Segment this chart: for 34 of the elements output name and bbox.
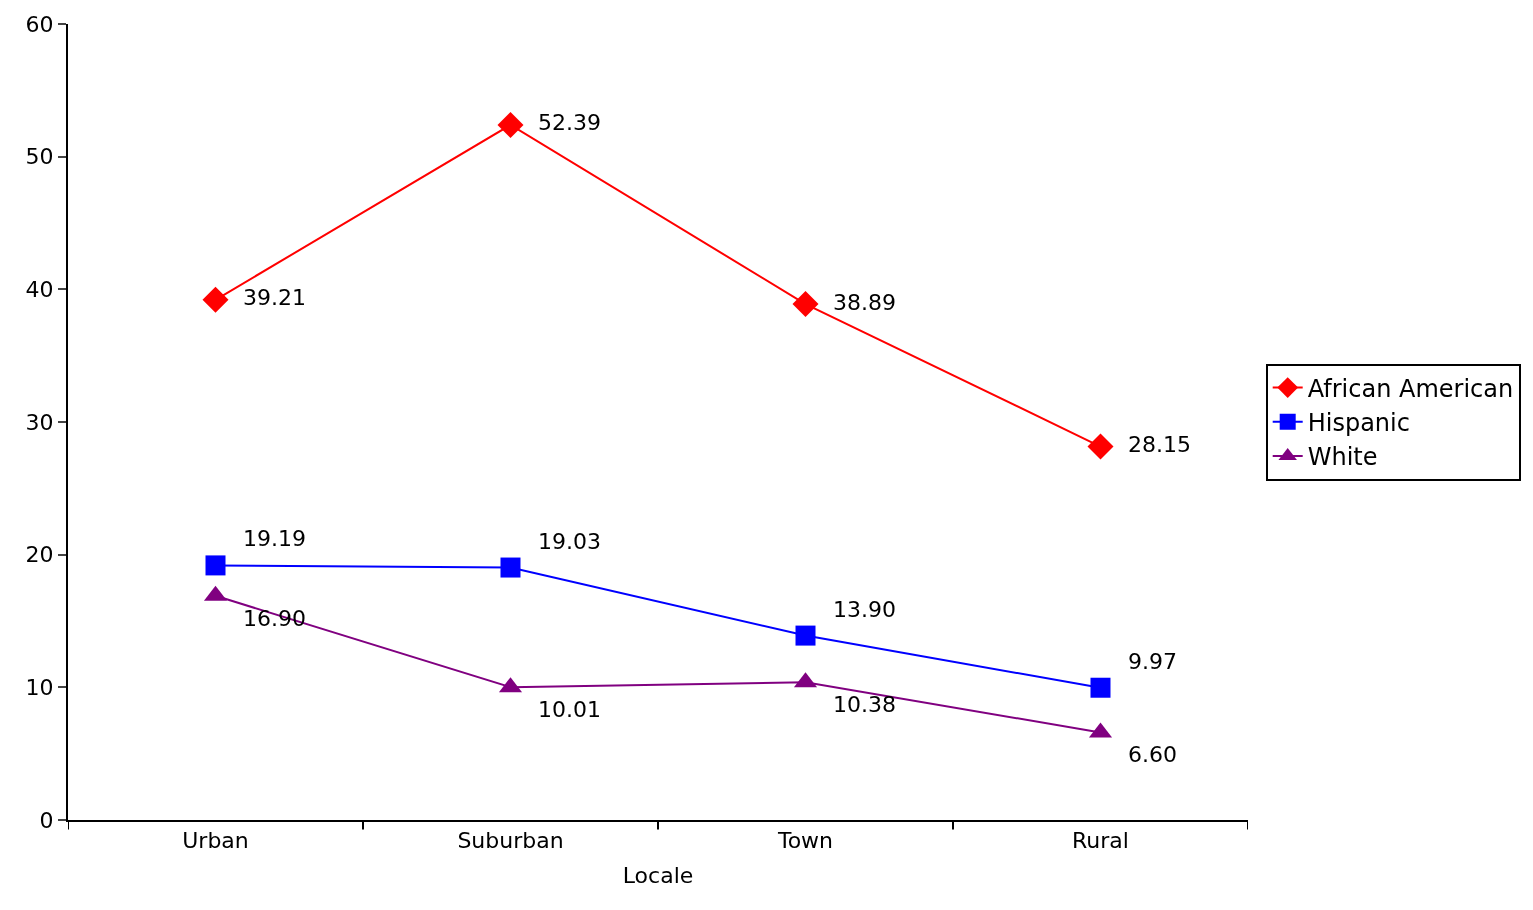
point: [1087, 433, 1114, 460]
data-label: 52.39: [524, 110, 601, 136]
data-label: 10.01: [524, 697, 601, 723]
data-label: 28.15: [1114, 432, 1191, 458]
y-tick-label: 0: [39, 807, 54, 833]
legend-label: African American: [1307, 374, 1514, 403]
point: [500, 557, 521, 578]
point: [795, 625, 816, 646]
y-tick-label: 10: [25, 675, 54, 701]
data-label: 19.03: [524, 528, 601, 554]
point: [202, 286, 229, 313]
legend-label: Hispanic: [1307, 409, 1410, 438]
data-label: 19.19: [229, 526, 306, 552]
point: [792, 291, 819, 318]
data-label: 13.90: [819, 596, 896, 622]
point: [1090, 677, 1111, 698]
data-label: 39.21: [229, 285, 306, 311]
legend-label: White: [1307, 443, 1378, 472]
y-tick-label: 20: [25, 542, 54, 568]
data-label: 9.97: [1114, 648, 1177, 674]
point: [205, 555, 226, 576]
x-tick-label: Suburban: [457, 828, 564, 854]
point: [497, 111, 524, 138]
x-tick-label: Town: [776, 828, 834, 854]
x-tick-label: Rural: [1072, 828, 1129, 854]
data-label: 10.38: [819, 692, 896, 718]
data-label: 38.89: [819, 289, 896, 315]
y-tick-label: 30: [25, 409, 54, 435]
x-tick-label: Urban: [182, 828, 249, 854]
x-axis-title: Locale: [622, 862, 694, 888]
y-tick-label: 50: [25, 144, 54, 170]
data-label: 6.60: [1114, 742, 1177, 768]
y-tick-label: 60: [25, 11, 54, 37]
y-tick-label: 40: [25, 277, 54, 303]
